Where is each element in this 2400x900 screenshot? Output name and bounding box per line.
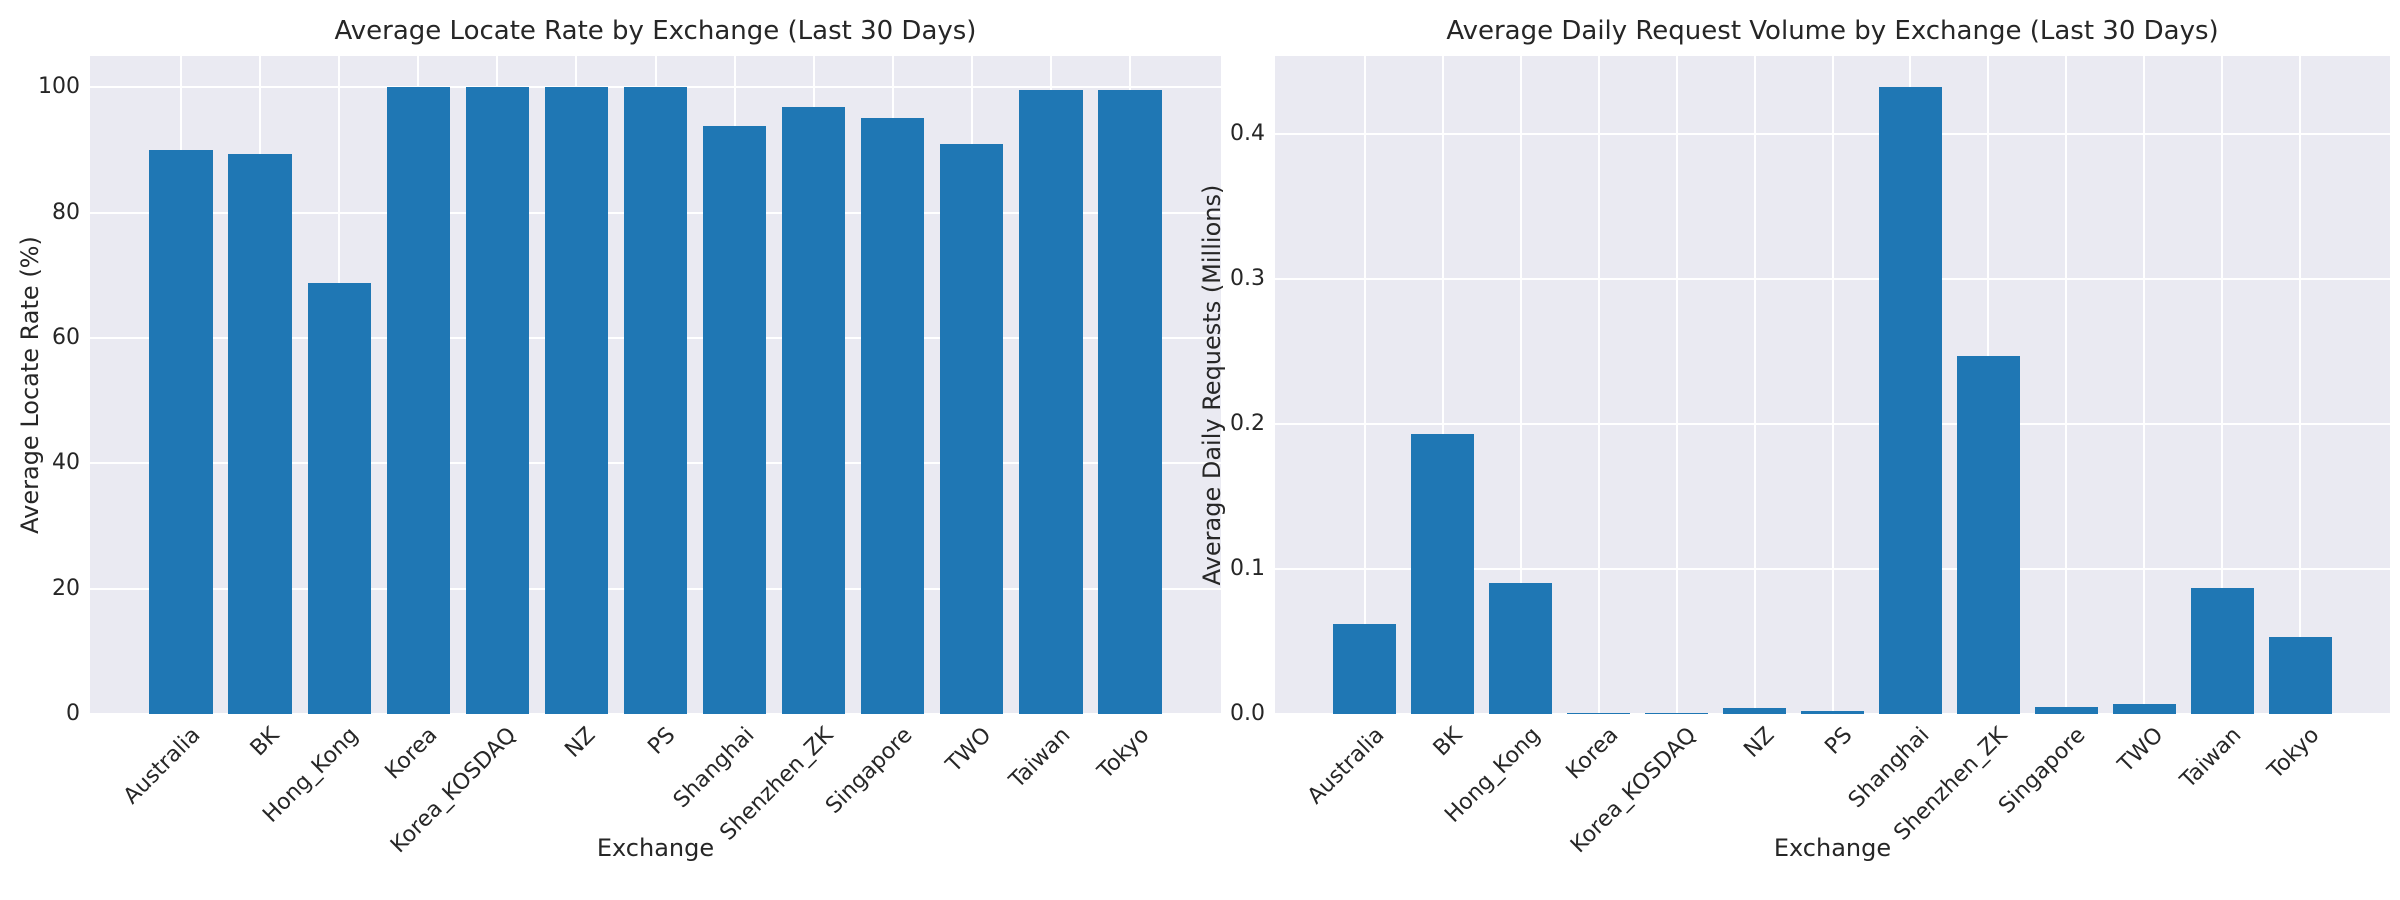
gridline [2299,56,2302,714]
bar-two [940,144,1004,714]
y-tick-label: 0.1 [1230,555,1265,581]
bar-taiwan [2191,587,2254,714]
y-tick-label: 100 [38,74,80,100]
gridline [1597,56,1600,714]
y-tick-label: 0.0 [1230,701,1265,726]
bar-korea_kosdaq [1645,712,1708,714]
bar-bk [228,153,292,714]
bar-shenzhen_zk [1957,355,2020,714]
bar-nz [1723,708,1786,714]
y-tick-label: 0 [66,701,80,726]
bar-shanghai [702,126,767,714]
gridline [1519,56,1522,714]
x-axis-label: Exchange [596,834,715,862]
y-tick-label: 0.3 [1230,265,1265,291]
bar-korea [386,87,450,714]
gridline [1441,56,1444,714]
bar-bk [1411,434,1474,714]
bar-korea_kosdaq [465,87,529,714]
gridline [1363,56,1366,714]
y-tick-label: 80 [52,199,80,225]
bar-ps [623,87,688,714]
gridline [1275,567,2390,570]
chart-title: Average Daily Request Volume by Exchange… [1446,16,2219,46]
y-tick-label: 20 [52,575,80,601]
x-axis-label: Exchange [1773,834,1892,862]
bar-shenzhen_zk [782,106,846,714]
bar-taiwan [1019,89,1083,714]
gridline [1275,132,2390,135]
gridline [1275,713,2390,715]
bar-ps [1801,711,1864,714]
y-tick-label: 40 [52,450,80,476]
bar-hong_kong [1489,583,1552,714]
bar-australia [149,150,213,714]
y-tick-label: 0.2 [1230,410,1265,436]
bar-nz [544,87,609,714]
gridline [1675,56,1678,714]
gridline [1275,277,2390,280]
bar-australia [1333,624,1396,714]
x-tick-label: Australia [1302,722,1390,810]
y-tick-label: 0.4 [1230,120,1265,146]
bar-tokyo [2269,637,2332,714]
gridline [1831,56,1834,714]
gridline [1275,422,2390,425]
gridline [1753,56,1756,714]
gridline [2143,56,2146,714]
gridline [2221,56,2224,714]
bar-shanghai [1879,87,1942,714]
bar-korea [1567,712,1630,714]
gridline [90,713,1221,715]
y-tick-label: 60 [52,325,80,350]
bar-singapore [861,118,925,714]
gridline [2065,56,2068,714]
bar-tokyo [1098,89,1162,714]
bar-two [2113,703,2176,714]
y-axis-label: Average Daily Requests (Millions) [1198,184,1226,586]
bar-hong_kong [307,283,371,714]
bar-singapore [2035,706,2098,714]
chart-title: Average Locate Rate by Exchange (Last 30… [334,16,977,46]
